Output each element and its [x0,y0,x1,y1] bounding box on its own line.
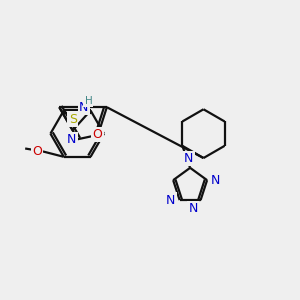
Text: H: H [85,96,92,106]
Text: N: N [211,174,220,187]
Text: N: N [188,202,198,215]
Text: N: N [166,194,176,207]
Text: O: O [32,145,42,158]
Text: S: S [69,112,77,126]
Text: N: N [184,152,194,165]
Text: N: N [79,101,88,114]
Text: O: O [93,128,103,141]
Text: N: N [67,133,76,146]
